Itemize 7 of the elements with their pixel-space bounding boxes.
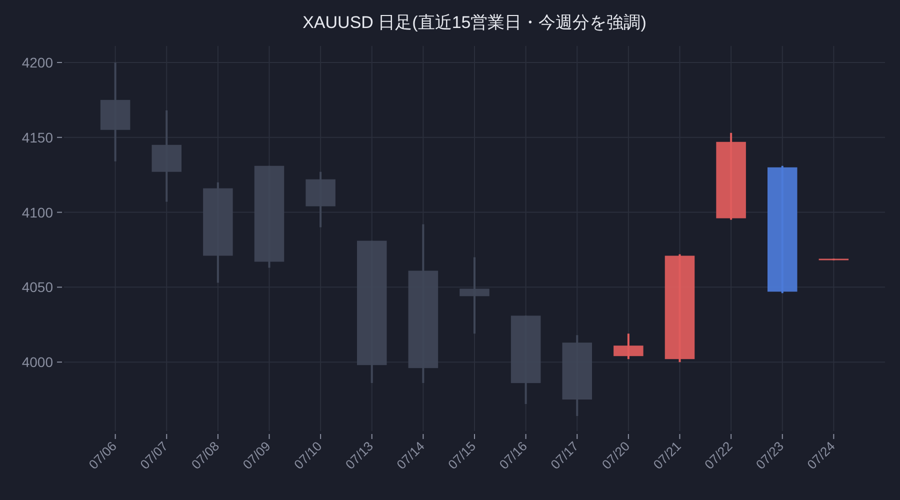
y-tick-label: 4200: [22, 54, 54, 70]
y-tick-label: 4100: [22, 204, 54, 220]
y-tick-label: 4150: [22, 129, 54, 146]
candlestick: [460, 256, 490, 335]
y-tick-label: 4050: [22, 279, 54, 296]
chart-title: XAUUSD 日足(直近15営業日・今週分を強調): [302, 13, 646, 32]
y-tick-label: 4000: [22, 354, 54, 370]
